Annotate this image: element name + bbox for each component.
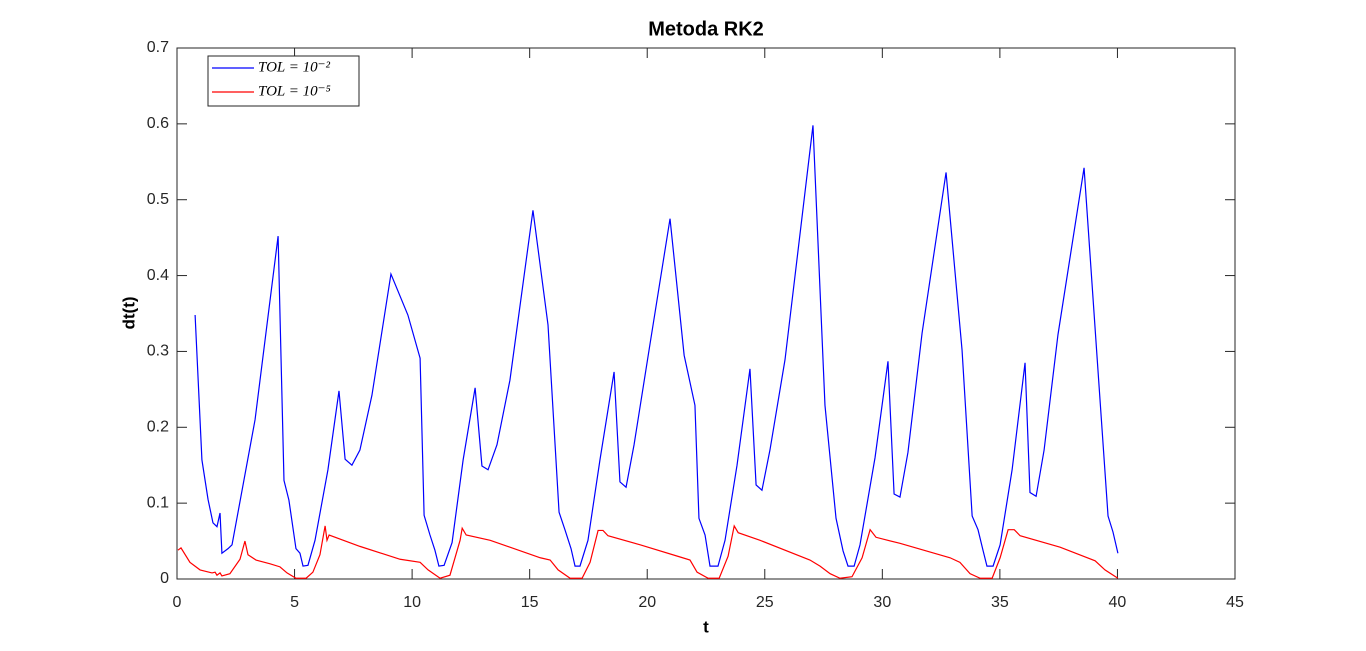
x-tick-label: 35 — [991, 594, 1009, 611]
y-tick-label: 0.1 — [147, 494, 169, 511]
x-tick-label: 40 — [1109, 594, 1127, 611]
y-tick-label: 0.2 — [147, 419, 169, 436]
y-tick-label: 0.5 — [147, 191, 169, 208]
x-tick-label: 30 — [873, 594, 891, 611]
x-axis-label: t — [703, 617, 709, 636]
y-tick-label: 0 — [160, 570, 169, 587]
y-axis-label: dt(t) — [119, 296, 138, 329]
x-tick-label: 45 — [1226, 594, 1244, 611]
legend-label: TOL = 10⁻⁵ — [258, 83, 331, 99]
x-tick-label: 0 — [173, 594, 182, 611]
plot-area — [176, 47, 1236, 580]
x-tick-label: 20 — [638, 594, 656, 611]
chart-title: Metoda RK2 — [648, 18, 764, 40]
legend-label: TOL = 10⁻² — [258, 59, 331, 75]
data-line — [194, 125, 1119, 567]
y-tick-label: 0.3 — [147, 343, 169, 360]
data-line — [177, 524, 1119, 579]
x-tick-label: 25 — [756, 594, 774, 611]
x-tick-label: 5 — [290, 594, 299, 611]
x-tick-label: 10 — [403, 594, 421, 611]
legend-box — [207, 55, 360, 107]
y-tick-label: 0.7 — [147, 39, 169, 56]
y-tick-label: 0.4 — [147, 267, 169, 284]
x-tick-label: 15 — [521, 594, 539, 611]
y-tick-label: 0.6 — [147, 115, 169, 132]
